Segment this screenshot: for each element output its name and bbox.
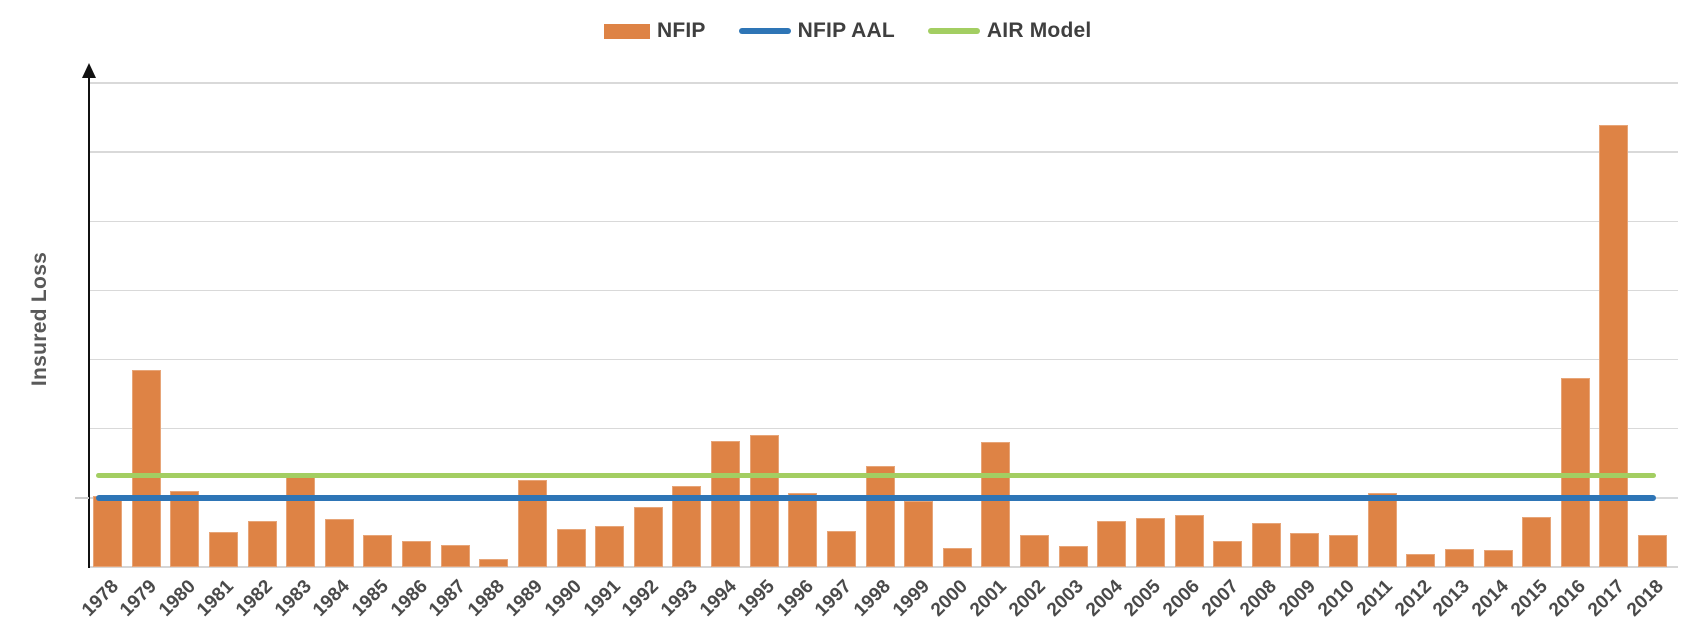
bar-2013 <box>1444 549 1474 567</box>
bar-2014 <box>1483 550 1513 567</box>
bar-series-nfip <box>93 83 1667 567</box>
y-axis-title: Insured Loss <box>28 251 51 387</box>
bar-2015 <box>1522 517 1552 567</box>
bar-2004 <box>1097 521 1127 567</box>
bar-1998 <box>865 466 895 567</box>
gridline-4 <box>89 289 1678 292</box>
x-axis-baseline <box>89 566 1678 568</box>
y-axis-line <box>87 76 90 568</box>
bar-2011 <box>1367 493 1397 567</box>
bar-1989 <box>517 479 547 567</box>
bar-1992 <box>633 506 663 567</box>
gridline-5 <box>89 220 1678 223</box>
bar-1994 <box>711 441 740 567</box>
bar-1986 <box>402 540 431 567</box>
bar-1995 <box>749 434 779 567</box>
legend-label-nfip: NFIP <box>657 19 706 42</box>
legend-label-nfip-aal: NFIP AAL <box>797 19 895 42</box>
bar-2017 <box>1599 125 1629 567</box>
bar-2007 <box>1213 540 1243 567</box>
reference-line-nfip-aal <box>96 495 1656 501</box>
bar-1983 <box>286 477 316 567</box>
bar-2016 <box>1560 378 1590 567</box>
bar-2018 <box>1638 535 1667 567</box>
plot-area: 1978 1979 1980 1981 1982 1983 1984 1985 1986 1987… <box>75 63 1678 621</box>
bar-2008 <box>1251 522 1281 567</box>
reference-line-air-model <box>96 472 1656 479</box>
legend-item-nfip-aal: NFIP AAL <box>738 19 895 43</box>
bar-2005 <box>1135 517 1165 567</box>
bar-1991 <box>595 526 625 567</box>
bar-2003 <box>1058 545 1088 567</box>
nfip-bar-swatch-icon <box>604 23 650 39</box>
bar-1999 <box>904 500 934 567</box>
bar-2010 <box>1329 535 1358 567</box>
bar-1985 <box>363 535 393 567</box>
gridline-2 <box>89 427 1678 430</box>
nfip-aal-line-swatch-icon <box>738 28 791 34</box>
bar-2000 <box>942 547 972 567</box>
gridline-3 <box>89 358 1678 361</box>
bar-1987 <box>440 544 470 567</box>
bar-1990 <box>556 528 586 567</box>
legend: NFIP NFIP AAL AIR Model <box>604 19 1091 43</box>
air-model-line-swatch-icon <box>927 28 980 34</box>
bar-1988 <box>479 558 509 567</box>
gridline-6 <box>89 151 1678 153</box>
x-axis-labels: 1978 1979 1980 1981 1982 1983 1984 1985 1986 1987… <box>78 576 1668 636</box>
y-axis-tick <box>75 497 89 499</box>
legend-item-air-model: AIR Model <box>927 19 1092 43</box>
gridline-7 <box>89 82 1678 84</box>
bar-2001 <box>981 441 1011 567</box>
bar-2006 <box>1174 515 1204 567</box>
bar-1982 <box>247 521 277 567</box>
bar-2002 <box>1020 535 1049 567</box>
bar-1996 <box>788 493 818 567</box>
bar-1981 <box>208 531 238 567</box>
legend-label-air-model: AIR Model <box>986 19 1092 42</box>
bar-1984 <box>324 519 354 567</box>
bar-1980 <box>170 490 200 567</box>
bar-1978 <box>93 495 122 567</box>
y-axis-arrow-icon <box>81 63 96 78</box>
bar-2012 <box>1406 553 1436 567</box>
bar-1997 <box>826 531 856 567</box>
bar-1979 <box>131 369 161 567</box>
legend-item-nfip: NFIP <box>604 19 706 43</box>
bar-2009 <box>1290 533 1320 567</box>
